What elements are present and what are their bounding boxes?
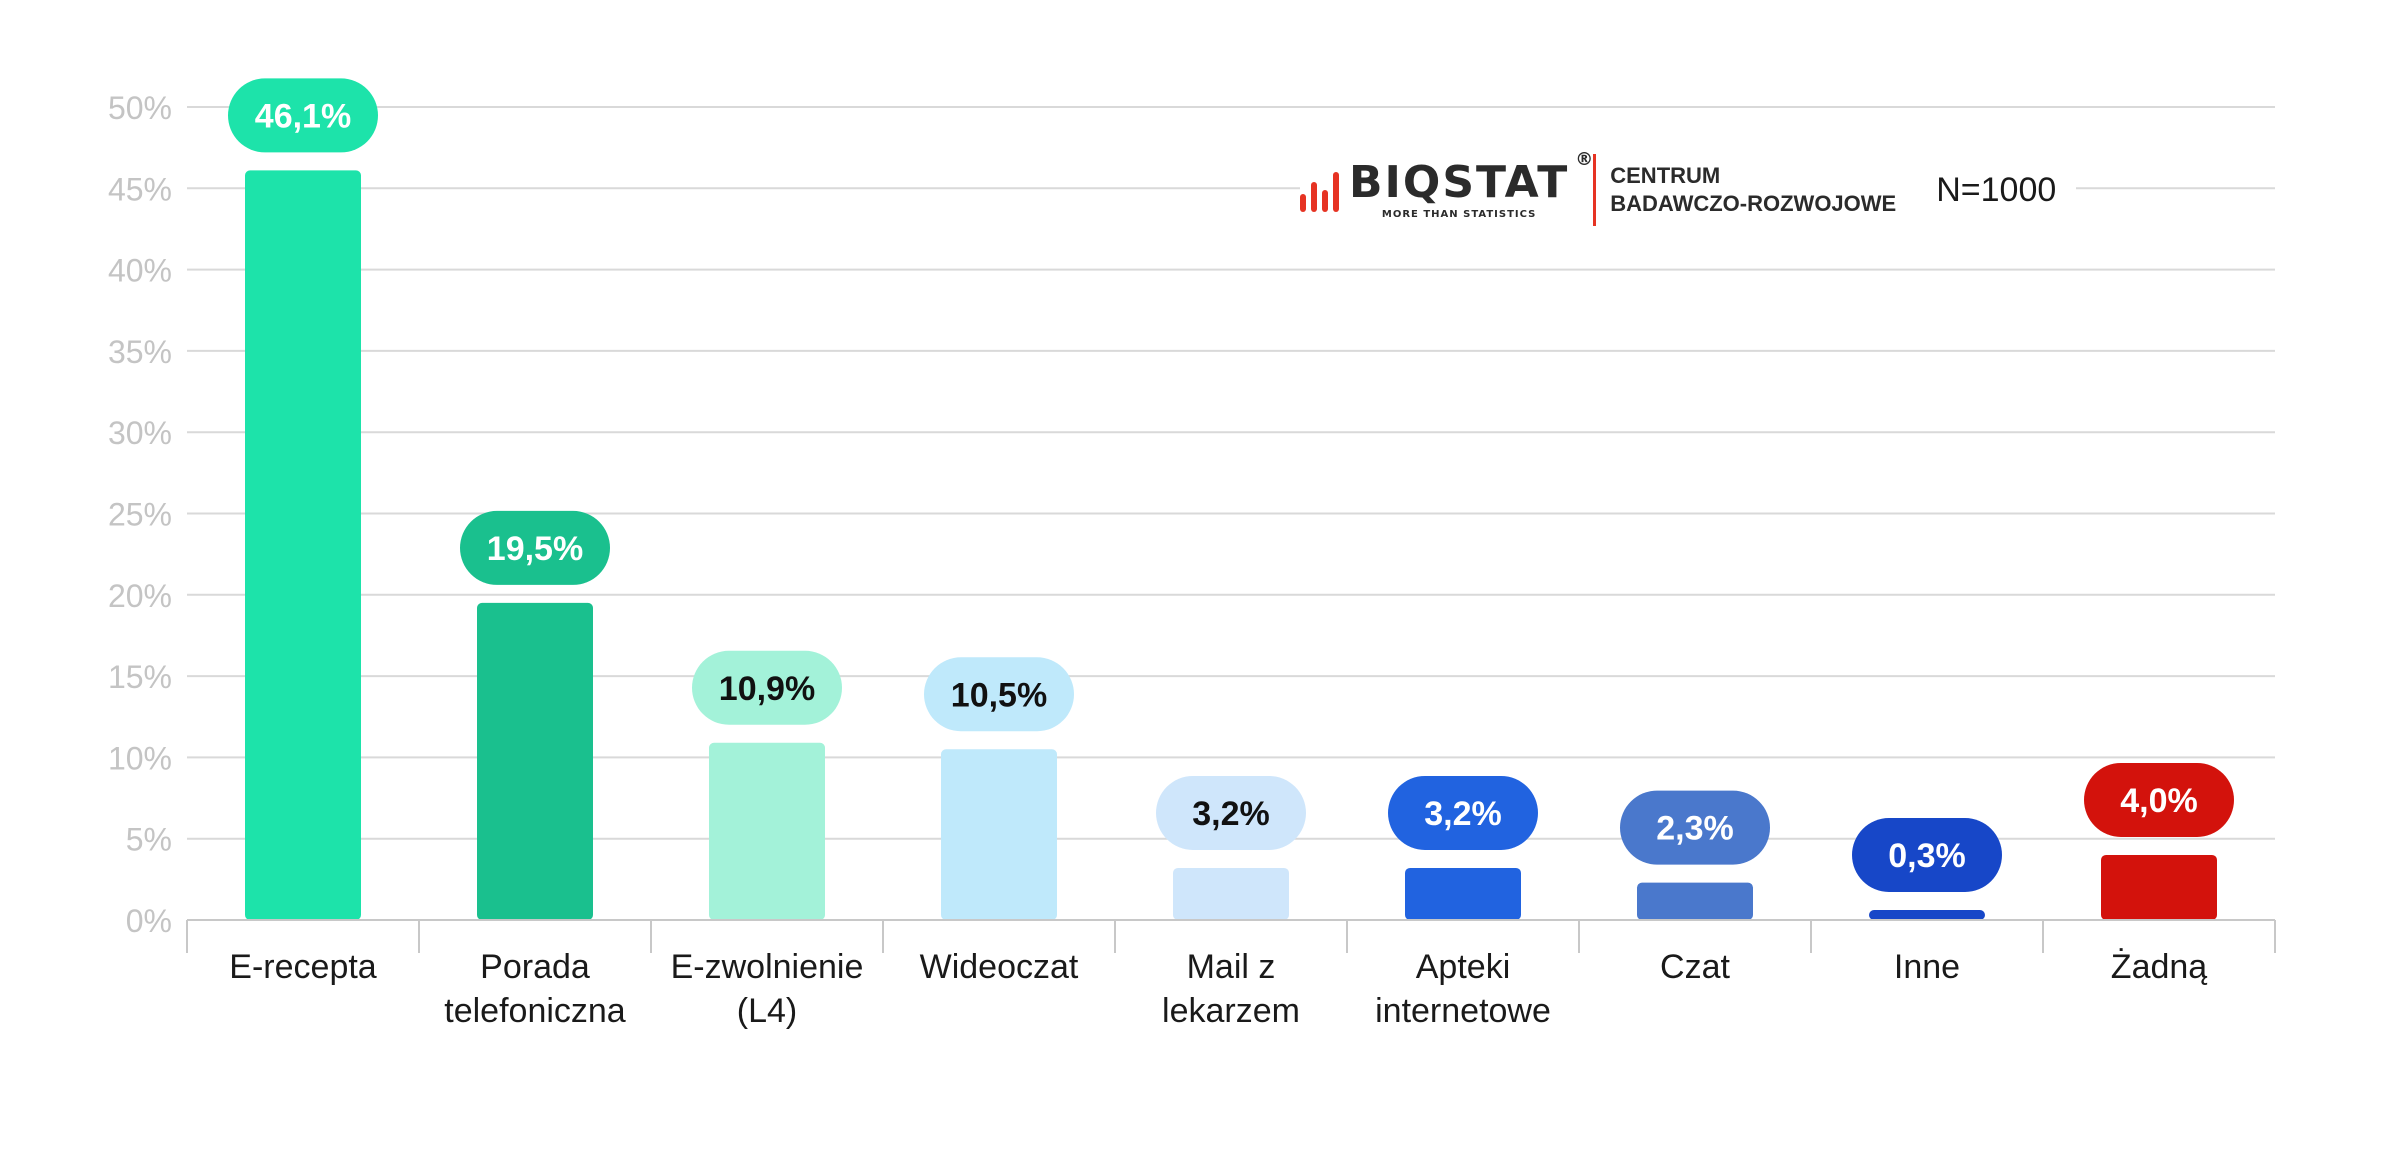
x-tick-label: lekarzem (1162, 992, 1300, 1030)
data-label: 2,3% (1656, 810, 1734, 848)
x-tick-label: (L4) (737, 992, 797, 1030)
value-label-pill (1852, 818, 2002, 892)
y-tick-label: 20% (108, 578, 172, 614)
y-tick-label: 25% (108, 497, 172, 533)
bar (1637, 882, 1753, 920)
x-tick-label: E-zwolnienie (671, 948, 864, 986)
x-tick-label: Żadną (2111, 948, 2207, 986)
bar (2101, 854, 2217, 920)
x-tick-label: Porada (480, 948, 590, 986)
data-label: 3,2% (1424, 795, 1502, 833)
y-tick-label: 30% (108, 415, 172, 451)
x-tick-label: Czat (1660, 948, 1730, 986)
y-tick-label: 0% (126, 903, 172, 939)
data-label: 3,2% (1192, 795, 1270, 833)
y-tick-label: 35% (108, 334, 172, 370)
x-tick-label: Mail z (1187, 948, 1276, 986)
value-label-pill (460, 510, 610, 585)
x-tick-label: Inne (1894, 948, 1960, 986)
brand-logo: BIQSTAT ® MORE THAN STATISTICS (1349, 148, 1596, 220)
value-label-pill (1620, 790, 1770, 865)
org-name-line1: CENTRUM (1610, 163, 1721, 188)
x-tick-label: Apteki (1416, 948, 1511, 986)
y-tick-label: 45% (108, 171, 172, 207)
bar (245, 170, 361, 920)
bar (941, 749, 1057, 920)
bar (477, 602, 593, 920)
value-label-pill (924, 657, 1074, 732)
value-label-pill (1388, 775, 1538, 850)
org-name: CENTRUM BADAWCZO-ROZWOJOWE (1610, 162, 1896, 218)
value-label-pill (2084, 762, 2234, 837)
data-label: 19,5% (487, 530, 583, 568)
data-label: 46,1% (255, 97, 351, 135)
x-tick-label: internetowe (1375, 992, 1551, 1030)
data-label: 10,5% (951, 676, 1047, 714)
logo-block: BIQSTAT ® MORE THAN STATISTICS CENTRUM BA… (1300, 145, 2077, 235)
x-tick-label: E-recepta (229, 948, 376, 986)
brand-tagline: MORE THAN STATISTICS (1381, 208, 1537, 220)
data-label: 10,9% (719, 670, 815, 708)
data-label: 4,0% (2120, 782, 2198, 820)
value-label-pill (228, 78, 378, 153)
data-label: 0,3% (1888, 837, 1966, 875)
y-tick-label: 15% (108, 659, 172, 695)
brand-name: BIQSTAT ® (1349, 148, 1596, 208)
logo-divider (1593, 154, 1597, 226)
biostat-bars-icon (1300, 168, 1339, 212)
value-label-pill (1156, 775, 1306, 850)
bar (1405, 867, 1521, 920)
y-tick-label: 10% (108, 740, 172, 776)
bar (709, 742, 825, 920)
sample-size: N=1000 (1936, 170, 2057, 209)
bar (1173, 867, 1289, 920)
value-label-pill (692, 650, 842, 725)
y-tick-label: 5% (126, 822, 172, 858)
y-tick-label: 50% (108, 90, 172, 126)
x-tick-label: Wideoczat (920, 948, 1079, 986)
x-tick-label: telefoniczna (444, 992, 626, 1030)
org-name-line2: BADAWCZO-ROZWOJOWE (1610, 191, 1897, 216)
bar (1869, 910, 1985, 920)
y-tick-label: 40% (108, 253, 172, 289)
